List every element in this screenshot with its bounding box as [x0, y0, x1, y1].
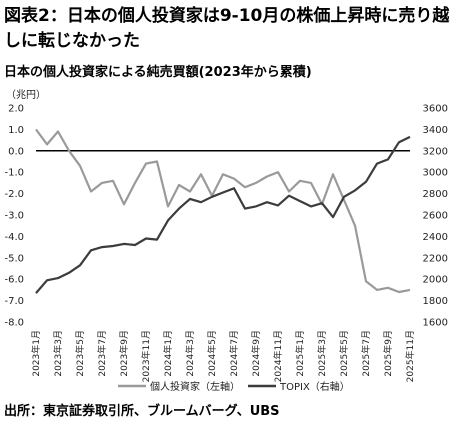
right-axis-tick: 2200 — [423, 253, 448, 264]
series-line-topix — [35, 135, 411, 294]
right-axis-tick: 3400 — [423, 125, 448, 136]
right-axis-tick: 2600 — [423, 211, 448, 222]
x-axis-tick: 2024年3月 — [184, 330, 196, 377]
x-axis-tick: 2024年7月 — [228, 330, 240, 377]
left-axis-tick: 0.0 — [8, 146, 24, 157]
left-axis-tick: 2.0 — [8, 104, 24, 115]
right-axis-tick: 3600 — [423, 104, 448, 115]
x-axis-tick: 2024年11月 — [272, 330, 284, 382]
left-axis-tick: -6.0 — [4, 275, 24, 286]
x-axis-tick: 2023年1月 — [30, 330, 42, 377]
right-axis-tick: 2800 — [423, 189, 448, 200]
x-axis-tick: 2023年7月 — [96, 330, 108, 377]
x-axis-tick: 2023年9月 — [118, 330, 130, 377]
x-axis-tick: 2023年11月 — [140, 330, 152, 382]
left-axis-tick: 1.0 — [8, 125, 24, 136]
x-axis-tick: 2023年5月 — [74, 330, 86, 377]
right-axis-tick: 2400 — [423, 232, 448, 243]
x-axis-tick: 2025年1月 — [294, 330, 306, 377]
x-axis-tick: 2024年9月 — [250, 330, 262, 377]
left-axis-tick: -1.0 — [4, 168, 24, 179]
figure-title: 図表2：日本の個人投資家は9-10月の株価上昇時に売り越しに転じなかった — [4, 6, 450, 51]
right-axis-tick: 1800 — [423, 296, 448, 307]
x-axis-tick: 2025年9月 — [382, 330, 394, 377]
series-line-individual-investors — [35, 128, 411, 294]
legend-label-individual-investors: 個人投資家（左軸） — [150, 380, 240, 393]
left-axis-tick: -4.0 — [4, 232, 24, 243]
left-axis-tick: -2.0 — [4, 189, 24, 200]
left-axis-tick: -7.0 — [4, 296, 24, 307]
legend-label-topix: TOPIX（右軸） — [279, 380, 350, 393]
right-axis-tick: 3200 — [423, 146, 448, 157]
x-axis-tick: 2025年7月 — [360, 330, 372, 377]
left-axis-tick: -5.0 — [4, 253, 24, 264]
right-axis-tick: 1600 — [423, 318, 448, 329]
left-axis-unit: （兆円） — [6, 89, 46, 101]
x-axis-tick: 2025年11月 — [404, 330, 416, 382]
left-axis-tick: -8.0 — [4, 318, 24, 329]
x-axis-tick: 2024年1月 — [162, 330, 174, 377]
chart-title: 日本の個人投資家による純売買額(2023年から累積) — [4, 65, 312, 80]
left-axis-tick: -3.0 — [4, 211, 24, 222]
x-axis-tick: 2025年5月 — [338, 330, 350, 377]
source-note: 出所：東京証券取引所、ブルームバーグ、UBS — [4, 404, 280, 419]
right-axis-tick: 3000 — [423, 168, 448, 179]
x-axis-tick: 2024年5月 — [206, 330, 218, 377]
right-axis-tick: 2000 — [423, 275, 448, 286]
x-axis-tick: 2023年3月 — [52, 330, 64, 377]
x-axis-tick: 2025年3月 — [316, 330, 328, 377]
